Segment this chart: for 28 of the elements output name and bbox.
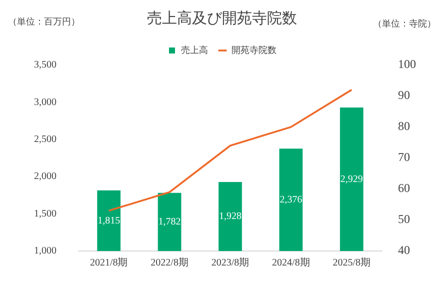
y2-tick-label: 80 bbox=[398, 119, 410, 134]
y2-tick-label: 40 bbox=[398, 243, 410, 258]
y2-tick-label: 90 bbox=[398, 88, 410, 102]
y2-tick-label: 60 bbox=[398, 181, 410, 196]
y2-axis-title: （単位：寺院） bbox=[373, 18, 436, 28]
y-axis-title: （単位：百万円） bbox=[8, 16, 80, 26]
y2-tick-label: 100 bbox=[398, 57, 416, 72]
y-tick-label: 3,500 bbox=[34, 60, 56, 71]
x-tick-label: 2021/8期 bbox=[90, 256, 128, 269]
data-label: 2,929 bbox=[340, 174, 363, 185]
data-label: 1,815 bbox=[98, 215, 120, 226]
y-tick-label: 1,000 bbox=[34, 246, 56, 257]
data-label: 1,782 bbox=[158, 216, 181, 228]
legend-label: 開苑寺院数 bbox=[232, 44, 276, 55]
x-tick-label: 2022/8期 bbox=[150, 256, 188, 269]
data-label: 2,376 bbox=[280, 194, 302, 206]
x-tick-label: 2025/8期 bbox=[332, 256, 371, 269]
data-label: 1,928 bbox=[219, 211, 242, 222]
x-tick-label: 2023/8期 bbox=[211, 256, 250, 269]
legend-label: 売上高 bbox=[181, 44, 208, 55]
y-tick-label: 2,500 bbox=[34, 134, 56, 146]
x-tick-label: 2024/8期 bbox=[272, 256, 310, 269]
y-tick-label: 3,000 bbox=[34, 96, 56, 108]
chart-title: 売上高及び開苑寺院数 bbox=[147, 10, 297, 27]
y2-tick-label: 70 bbox=[398, 150, 410, 164]
y2-tick-label: 50 bbox=[398, 212, 410, 226]
y-tick-label: 2,000 bbox=[34, 171, 56, 182]
y-tick-label: 1,500 bbox=[34, 208, 56, 220]
